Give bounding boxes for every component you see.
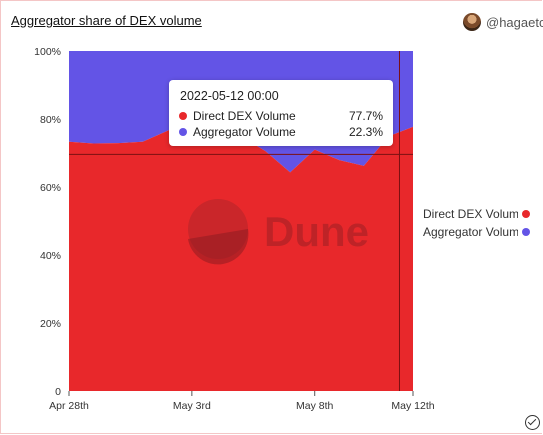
tooltip: 2022-05-12 00:00 Direct DEX Volume 77.7%… (169, 80, 393, 146)
tooltip-name-direct: Direct DEX Volume (193, 109, 296, 123)
tooltip-name-aggregator: Aggregator Volume (193, 125, 296, 139)
tooltip-dot-aggregator (179, 128, 187, 136)
tooltip-value-direct: 77.7% (348, 109, 383, 123)
legend-dot-aggregator (522, 228, 530, 236)
chart-title[interactable]: Aggregator share of DEX volume (11, 13, 202, 28)
legend-item-aggregator[interactable]: Aggregator Volume (423, 225, 530, 239)
y-tick-label: 20% (40, 318, 61, 330)
tooltip-value-aggregator: 22.3% (348, 125, 383, 139)
legend-label-direct: Direct DEX Volume (423, 207, 518, 221)
tooltip-dot-direct (179, 112, 187, 120)
y-tick-label: 60% (40, 182, 61, 194)
y-tick-label: 40% (40, 250, 61, 262)
y-tick-label: 80% (40, 114, 61, 126)
tooltip-row-aggregator: Aggregator Volume 22.3% (179, 125, 383, 139)
x-tick-label: May 3rd (173, 400, 211, 412)
legend-label-aggregator: Aggregator Volume (423, 225, 518, 239)
author-badge[interactable]: @hagaetc (463, 13, 543, 31)
x-tick-label: Apr 28th (49, 400, 89, 412)
x-tick-label: May 8th (296, 400, 334, 412)
svg-text:Dune: Dune (264, 208, 369, 255)
dune-watermark: Dune (188, 199, 369, 265)
avatar (463, 13, 481, 31)
author-name: @hagaetc (486, 14, 543, 30)
x-tick-label: May 12th (391, 400, 434, 412)
y-tick-label: 100% (34, 46, 61, 58)
legend-dot-direct (522, 210, 530, 218)
check-circle-icon[interactable] (525, 415, 540, 430)
area-direct-dex-volume[interactable] (69, 119, 413, 392)
legend-item-direct[interactable]: Direct DEX Volume (423, 207, 530, 221)
tooltip-date: 2022-05-12 00:00 (180, 89, 279, 103)
tooltip-row-direct: Direct DEX Volume 77.7% (179, 109, 383, 123)
y-tick-label: 0 (55, 386, 61, 398)
